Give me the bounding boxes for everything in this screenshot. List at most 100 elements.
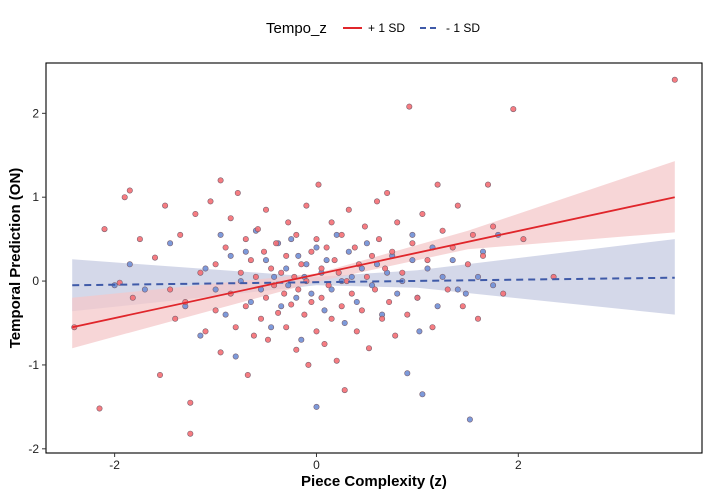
data-point-plus-1sd-77	[338, 303, 345, 310]
data-point-minus-1sd-17	[262, 257, 269, 264]
data-point-plus-1sd-69	[321, 340, 328, 347]
data-point-plus-1sd-8	[152, 254, 159, 261]
data-point-minus-1sd-35	[323, 257, 330, 264]
data-point-minus-1sd-59	[439, 273, 446, 280]
data-point-plus-1sd-103	[406, 103, 413, 110]
data-point-minus-1sd-1	[126, 261, 133, 268]
data-point-plus-1sd-121	[500, 290, 507, 297]
data-point-plus-1sd-40	[262, 294, 269, 301]
data-point-minus-1sd-9	[222, 311, 229, 318]
data-point-plus-1sd-34	[247, 257, 254, 264]
data-point-plus-1sd-74	[331, 257, 338, 264]
data-point-plus-1sd-32	[242, 236, 249, 243]
data-point-plus-1sd-39	[260, 248, 267, 255]
data-point-plus-1sd-93	[375, 236, 382, 243]
data-point-plus-1sd-50	[283, 324, 290, 331]
data-point-plus-1sd-87	[361, 223, 368, 230]
data-point-minus-1sd-45	[368, 282, 375, 289]
legend-title: Tempo_z	[266, 20, 327, 37]
data-point-minus-1sd-58	[434, 303, 441, 310]
data-point-minus-1sd-10	[227, 252, 234, 259]
data-point-plus-1sd-12	[172, 315, 179, 322]
legend: Tempo_z + 1 SD - 1 SD	[266, 20, 480, 37]
regression-line-plus-1sd	[72, 196, 675, 329]
data-point-plus-1sd-117	[474, 315, 481, 322]
data-point-plus-1sd-31	[242, 303, 249, 310]
data-point-plus-1sd-96	[384, 190, 391, 197]
data-point-plus-1sd-113	[454, 202, 461, 209]
data-point-minus-1sd-55	[416, 328, 423, 335]
data-point-minus-1sd-13	[242, 248, 249, 255]
confidence-band-plus-1sd	[72, 161, 675, 349]
plot-area	[71, 76, 678, 437]
data-point-minus-1sd-11	[232, 353, 239, 360]
data-point-plus-1sd-82	[348, 290, 355, 297]
data-point-plus-1sd-68	[318, 294, 325, 301]
data-point-plus-1sd-38	[257, 315, 264, 322]
data-point-minus-1sd-60	[449, 257, 456, 264]
data-point-plus-1sd-45	[273, 240, 280, 247]
data-point-plus-1sd-83	[351, 244, 358, 251]
y-tick-label-0: -2	[28, 442, 39, 456]
data-point-minus-1sd-3	[167, 240, 174, 247]
data-point-plus-1sd-67	[318, 265, 325, 272]
data-point-minus-1sd-29	[303, 261, 310, 268]
data-point-plus-1sd-48	[281, 290, 288, 297]
data-point-plus-1sd-90	[368, 252, 375, 259]
data-point-plus-1sd-110	[439, 227, 446, 234]
y-tick-label-3: 1	[32, 190, 39, 204]
data-point-plus-1sd-71	[325, 282, 332, 289]
data-point-minus-1sd-31	[313, 244, 320, 251]
data-point-plus-1sd-52	[288, 301, 295, 308]
data-point-plus-1sd-109	[434, 181, 441, 188]
data-point-plus-1sd-42	[264, 336, 271, 343]
data-point-plus-1sd-111	[444, 286, 451, 293]
data-point-plus-1sd-2	[101, 226, 108, 233]
data-point-plus-1sd-24	[217, 177, 224, 184]
data-point-plus-1sd-37	[254, 226, 261, 233]
axes: -2 0 2 -2 -1 0 1 2	[28, 106, 522, 472]
data-point-plus-1sd-108	[429, 324, 436, 331]
data-point-plus-1sd-120	[490, 223, 497, 230]
data-point-plus-1sd-36	[252, 273, 259, 280]
data-point-minus-1sd-19	[271, 273, 278, 280]
x-tick-label-0: -2	[109, 458, 120, 472]
data-point-plus-1sd-92	[373, 198, 380, 205]
data-point-plus-1sd-29	[234, 190, 241, 197]
data-point-minus-1sd-64	[474, 273, 481, 280]
data-point-plus-1sd-6	[129, 294, 136, 301]
data-point-plus-1sd-5	[126, 187, 133, 194]
data-point-minus-1sd-62	[462, 290, 469, 297]
plot-border	[45, 62, 703, 454]
data-point-plus-1sd-73	[328, 315, 335, 322]
data-point-plus-1sd-22	[212, 261, 219, 268]
data-point-minus-1sd-25	[293, 294, 300, 301]
data-point-minus-1sd-43	[358, 265, 365, 272]
data-point-plus-1sd-49	[283, 252, 290, 259]
data-point-minus-1sd-2	[141, 286, 148, 293]
data-point-minus-1sd-40	[345, 248, 352, 255]
data-point-plus-1sd-43	[268, 265, 275, 272]
data-point-plus-1sd-58	[301, 311, 308, 318]
data-point-minus-1sd-63	[466, 416, 473, 423]
data-point-plus-1sd-20	[207, 198, 214, 205]
data-point-plus-1sd-72	[328, 219, 335, 226]
data-point-minus-1sd-34	[321, 307, 328, 314]
x-tick-label-1: 0	[313, 458, 320, 472]
x-tick-label-2: 2	[515, 458, 522, 472]
data-point-minus-1sd-30	[308, 290, 315, 297]
data-point-plus-1sd-41	[262, 206, 269, 213]
data-point-plus-1sd-65	[313, 328, 320, 335]
data-point-plus-1sd-125	[671, 76, 678, 83]
data-point-plus-1sd-25	[222, 244, 229, 251]
data-point-plus-1sd-55	[293, 231, 300, 238]
legend-label-plus-1sd: + 1 SD	[368, 21, 405, 35]
data-point-plus-1sd-115	[464, 261, 471, 268]
x-axis-title: Piece Complexity (z)	[301, 473, 447, 490]
data-point-plus-1sd-99	[392, 332, 399, 339]
data-point-minus-1sd-56	[424, 265, 431, 272]
data-point-plus-1sd-54	[293, 346, 300, 353]
data-point-plus-1sd-106	[419, 211, 426, 218]
